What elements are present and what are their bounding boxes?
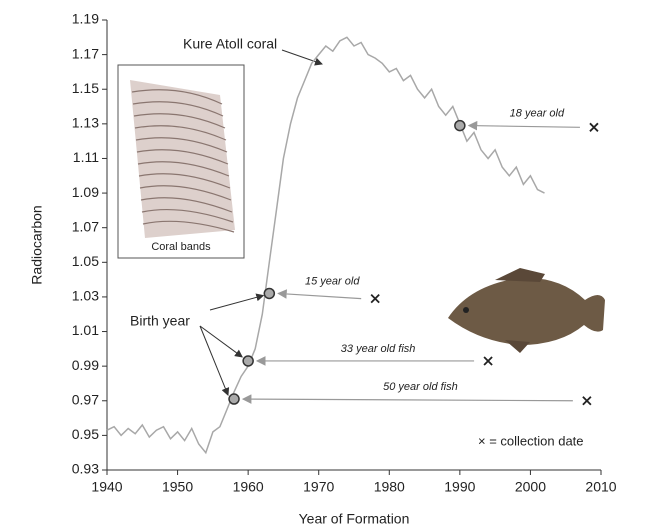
y-tick-label: 1.17 [72, 45, 99, 61]
x-tick-label: 1950 [162, 479, 193, 495]
age-arrow [467, 120, 580, 131]
age-label: 18 year old [510, 107, 565, 119]
x-tick-label: 2010 [585, 479, 616, 495]
y-tick-label: 1.01 [72, 322, 99, 338]
coral-inset: Coral bands [117, 64, 245, 259]
coral-annotation: Kure Atoll coral [183, 36, 277, 52]
birth-point [263, 287, 276, 300]
y-tick-label: 1.05 [72, 253, 99, 269]
y-tick-label: 1.11 [73, 149, 99, 165]
x-tick-label: 1940 [91, 479, 122, 495]
collection-legend: × = collection date [478, 433, 584, 448]
birth-arrow [209, 293, 265, 311]
coral-arrow [281, 49, 323, 66]
y-tick-label: 0.99 [72, 357, 99, 373]
birth-point [454, 119, 466, 132]
inset-caption: Coral bands [151, 241, 211, 253]
y-tick-label: 1.07 [72, 218, 99, 234]
collection-cross [370, 294, 380, 304]
y-tick-label: 0.97 [72, 391, 99, 407]
age-label: 33 year old fish [341, 343, 416, 355]
birth-annotation: Birth year [130, 313, 190, 329]
x-tick-label: 2000 [515, 479, 546, 495]
coral-line [106, 36, 545, 455]
x-tick-label: 1980 [374, 479, 405, 495]
birth-point [228, 393, 240, 405]
birth-point [242, 355, 254, 367]
age-label: 15 year old [305, 275, 360, 287]
age-label: 50 year old fish [383, 381, 458, 393]
collection-cross [582, 396, 592, 406]
coral-band-lines [131, 89, 235, 233]
collection-cross [589, 122, 599, 132]
collection-cross [483, 356, 493, 366]
y-tick-label: 1.09 [72, 184, 99, 200]
y-axis-label: Radiocarbon [29, 205, 45, 284]
y-tick-label: 1.19 [72, 11, 99, 27]
y-tick-label: 1.13 [72, 115, 99, 131]
y-tick-label: 1.03 [72, 288, 99, 304]
y-tick-label: 1.15 [72, 80, 99, 96]
x-tick-label: 1990 [444, 479, 475, 495]
age-arrow [241, 394, 573, 404]
fish-picture [448, 268, 605, 353]
age-arrow [277, 289, 362, 300]
y-tick-label: 0.95 [72, 426, 99, 442]
x-tick-label: 1970 [303, 479, 334, 495]
birth-arrow [199, 325, 230, 396]
y-tick-label: 0.93 [72, 461, 99, 477]
x-tick-label: 1960 [233, 479, 264, 495]
x-axis-label: Year of Formation [299, 511, 410, 527]
birth-arrow [199, 325, 243, 358]
